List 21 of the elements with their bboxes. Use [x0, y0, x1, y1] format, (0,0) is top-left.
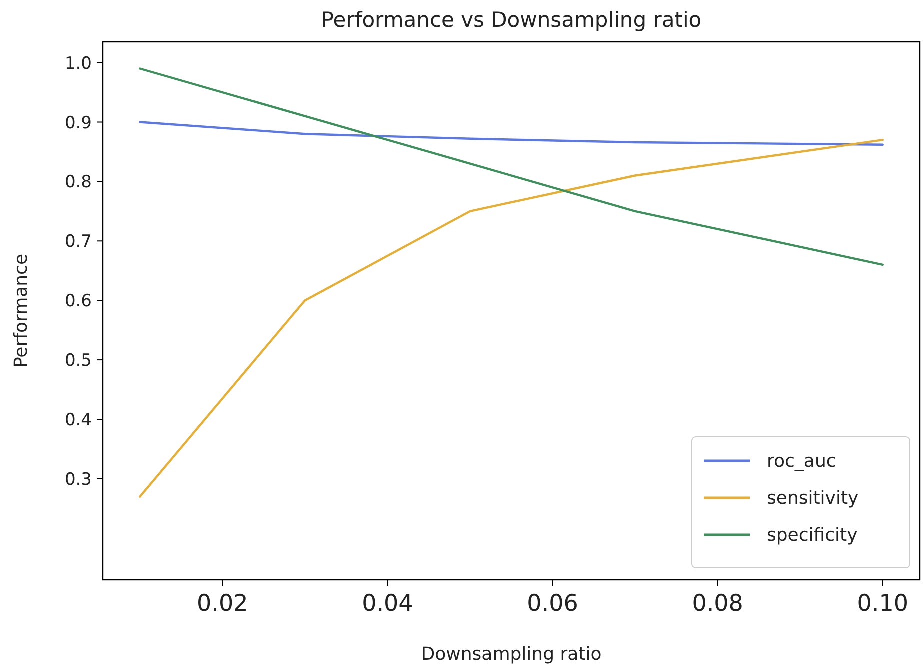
y-axis-title: Performance: [11, 254, 32, 368]
y-tick-label: 0.5: [64, 351, 92, 372]
legend-label: roc_auc: [767, 451, 836, 472]
y-tick-label: 0.7: [64, 232, 92, 252]
chart-title: Performance vs Downsampling ratio: [321, 8, 702, 32]
legend-label: sensitivity: [767, 488, 860, 509]
y-tick-label: 0.3: [64, 470, 92, 490]
y-tick-label: 0.8: [64, 172, 92, 193]
x-tick-label: 0.08: [692, 591, 744, 617]
x-tick-label: 0.02: [197, 591, 248, 617]
y-tick-label: 0.9: [64, 113, 92, 134]
line-series: [139, 121, 884, 146]
x-tick-label: 0.10: [857, 591, 908, 617]
legend-label: specificity: [767, 525, 858, 546]
y-tick-label: 1.0: [64, 54, 92, 74]
x-axis-title: Downsampling ratio: [421, 644, 602, 665]
y-tick-label: 0.6: [64, 292, 92, 312]
x-tick-label: 0.06: [527, 591, 578, 617]
line-series: [139, 68, 884, 266]
y-tick-label: 0.4: [64, 410, 92, 430]
x-tick-label: 0.04: [362, 591, 414, 617]
